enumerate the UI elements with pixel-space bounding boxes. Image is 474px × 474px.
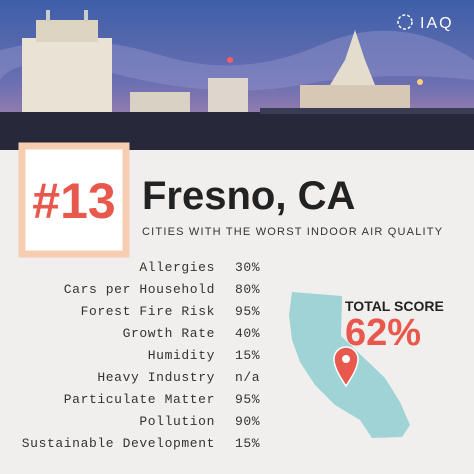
factor-value: 80% [235,282,260,297]
factor-value: 40% [235,326,260,341]
factor-value: n/a [235,370,260,385]
header-photo [0,0,474,150]
map-pin-dot [342,355,350,363]
total-score-value: 62% [345,312,421,354]
factor-label: Growth Rate [123,326,215,341]
factor-value: 95% [235,392,260,407]
city: Fresno, CA [142,174,355,218]
logo-text: IAQ [420,15,454,32]
factor-value: 90% [235,414,260,429]
subtitle: CITIES WITH THE WORST INDOOR AIR QUALITY [142,226,443,238]
factor-value: 15% [235,348,260,363]
factor-label: Cars per Household [64,282,215,297]
map-pin [333,346,359,388]
factor-label: Sustainable Development [22,436,215,451]
factor-label: Allergies [139,260,215,275]
factor-value: 30% [235,260,260,275]
factor-value: 15% [235,436,260,451]
factor-list: Allergies 30% Cars per Household 80% Forest … [22,260,260,451]
logo: IAQ [397,14,454,32]
rank-box [18,142,130,258]
rank: #13 [32,173,115,229]
factor-label: Pollution [139,414,215,429]
factor-label: Heavy Industry [97,370,215,385]
factor-label: Particulate Matter [64,392,215,407]
factor-label: Humidity [148,348,215,363]
factor-label: Forest Fire Risk [81,304,215,319]
total-score-label: TOTAL SCORE [345,298,444,314]
factor-value: 95% [235,304,260,319]
